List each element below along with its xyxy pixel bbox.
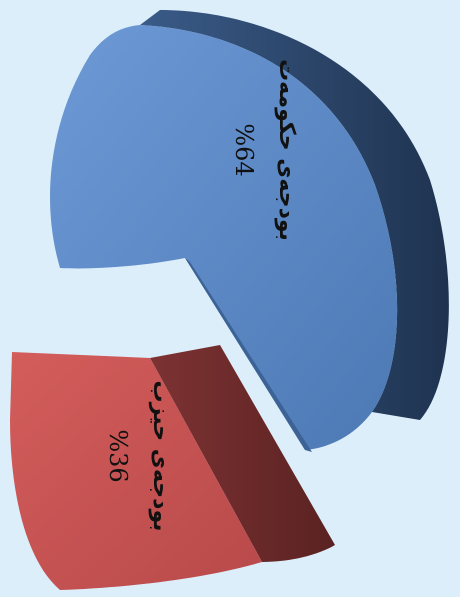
slice-government-side	[140, 10, 449, 420]
slice-party	[10, 345, 335, 590]
slice-government-edge	[185, 258, 312, 452]
slice-government	[50, 10, 449, 452]
slice-party-side	[150, 345, 335, 562]
slice-party-value: %36	[104, 429, 132, 482]
slice-party-top	[10, 352, 262, 590]
slice-party-label: بودجەی حیزب	[148, 381, 173, 532]
slice-government-value: %64	[230, 123, 258, 176]
slice-party-labels: بودجەی حیزب %36	[104, 381, 173, 532]
slice-government-label: بودجەی حکومەت	[274, 59, 299, 241]
slice-government-labels: بودجەی حکومەت %64	[230, 59, 299, 241]
slice-government-top	[50, 25, 398, 450]
